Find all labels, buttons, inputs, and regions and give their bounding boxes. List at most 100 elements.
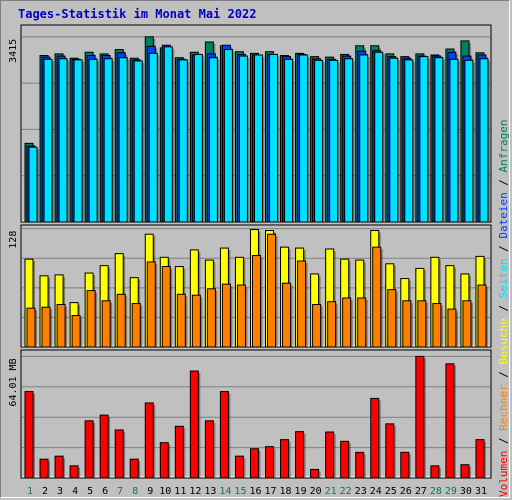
legend-dateien: Dateien (497, 192, 510, 238)
bar-rechner-day-21 (327, 301, 337, 348)
x-tick-label: 26 (400, 486, 412, 497)
bar-rechner-day-14 (221, 283, 231, 348)
bar-rechner-day-24 (372, 246, 382, 348)
bar-rechner-day-13 (206, 288, 216, 348)
x-tick-label: 22 (340, 486, 352, 497)
bar-rechner-day-27 (417, 300, 427, 348)
bar-seiten-day-5 (88, 58, 98, 223)
bar-seiten-day-10 (163, 46, 173, 223)
bar-seiten-day-23 (359, 54, 369, 223)
bar-seiten-day-4 (73, 59, 83, 223)
bar-rechner-day-25 (387, 289, 397, 348)
bar-volumen-day-14 (219, 391, 229, 479)
bar-rechner-day-7 (116, 293, 126, 348)
bar-volumen-day-22 (340, 440, 350, 479)
bar-volumen-day-31 (475, 439, 485, 479)
bar-volumen-day-28 (430, 465, 440, 479)
chart-title: Tages-Statistik im Monat Mai 2022 (18, 7, 257, 21)
legend-separator: / (497, 365, 510, 385)
legend-volumen: Volumen (497, 451, 510, 497)
bar-rechner-day-31 (477, 284, 487, 348)
bar-seiten-day-12 (193, 53, 203, 223)
bar-seiten-day-30 (464, 59, 474, 223)
y-axis-max-label: 128 (8, 231, 19, 249)
bar-rechner-day-2 (41, 306, 51, 348)
bar-seiten-day-1 (28, 146, 38, 223)
bar-volumen-day-10 (159, 442, 169, 479)
bar-rechner-day-4 (71, 315, 81, 348)
bar-rechner-day-23 (357, 297, 367, 348)
x-tick-label: 29 (445, 486, 457, 497)
bar-seiten-day-14 (223, 49, 233, 223)
bar-rechner-day-12 (191, 294, 201, 348)
bar-volumen-day-26 (400, 451, 410, 479)
bar-rechner-day-10 (161, 266, 171, 348)
bar-rechner-day-19 (297, 260, 307, 348)
bar-volumen-day-8 (129, 458, 139, 479)
bar-volumen-day-4 (69, 465, 79, 479)
bar-rechner-day-8 (131, 303, 141, 348)
x-tick-label: 20 (310, 486, 322, 497)
bar-seiten-day-24 (374, 51, 384, 223)
bar-seiten-day-8 (133, 60, 143, 223)
x-tick-label: 3 (57, 486, 63, 497)
chart-bars (24, 36, 490, 479)
x-tick-label: 21 (325, 486, 337, 497)
legend-separator: / (497, 172, 510, 192)
bar-volumen-day-30 (460, 464, 470, 479)
legend-anfragen: Anfragen (497, 119, 510, 172)
bar-seiten-day-22 (344, 58, 354, 223)
bar-rechner-day-15 (236, 284, 246, 348)
bar-rechner-day-29 (447, 308, 457, 348)
bar-rechner-day-5 (86, 290, 96, 348)
bar-volumen-day-5 (84, 420, 94, 479)
bar-volumen-day-11 (174, 425, 184, 479)
bar-rechner-day-3 (56, 303, 66, 348)
y-axis-max-label: 3415 (8, 39, 19, 63)
x-tick-label: 12 (189, 486, 201, 497)
bar-volumen-day-6 (99, 414, 109, 479)
x-tick-label: 7 (117, 486, 123, 497)
bar-volumen-day-2 (39, 458, 49, 479)
bar-volumen-day-19 (295, 431, 305, 479)
bar-rechner-day-26 (402, 300, 412, 348)
bar-rechner-day-17 (267, 233, 277, 348)
bar-volumen-day-20 (310, 468, 320, 479)
bar-rechner-day-16 (251, 254, 261, 348)
bar-rechner-day-22 (342, 297, 352, 348)
bar-seiten-day-27 (419, 56, 429, 223)
bar-volumen-day-23 (355, 451, 365, 479)
bar-volumen-day-21 (325, 431, 335, 479)
x-tick-label: 16 (249, 486, 261, 497)
x-tick-label: 14 (219, 486, 231, 497)
x-tick-label: 11 (174, 486, 186, 497)
bar-rechner-day-6 (101, 300, 111, 348)
bar-volumen-day-17 (265, 446, 275, 479)
bar-seiten-day-15 (238, 55, 248, 223)
bar-seiten-day-11 (178, 59, 188, 223)
x-tick-label: 28 (430, 486, 442, 497)
x-tick-label: 2 (42, 486, 48, 497)
x-tick-label: 1 (27, 486, 33, 497)
x-tick-label: 8 (132, 486, 138, 497)
bar-seiten-day-26 (404, 59, 414, 223)
bar-volumen-day-9 (144, 402, 154, 479)
bar-rechner-day-1 (26, 307, 36, 348)
bar-seiten-day-29 (449, 58, 459, 223)
bar-volumen-day-13 (204, 420, 214, 479)
x-tick-label: 13 (204, 486, 216, 497)
x-tick-label: 9 (147, 486, 153, 497)
x-tick-label: 18 (280, 486, 292, 497)
bar-rechner-day-18 (282, 282, 292, 348)
bar-rechner-day-20 (312, 303, 322, 348)
bar-seiten-day-28 (434, 57, 444, 223)
x-tick-label: 6 (102, 486, 108, 497)
x-tick-label: 31 (475, 486, 487, 497)
bar-volumen-day-27 (415, 355, 425, 479)
bar-volumen-day-1 (24, 391, 34, 479)
bar-seiten-day-2 (43, 58, 53, 223)
bar-volumen-day-24 (370, 397, 380, 479)
bar-seiten-day-25 (389, 57, 399, 223)
